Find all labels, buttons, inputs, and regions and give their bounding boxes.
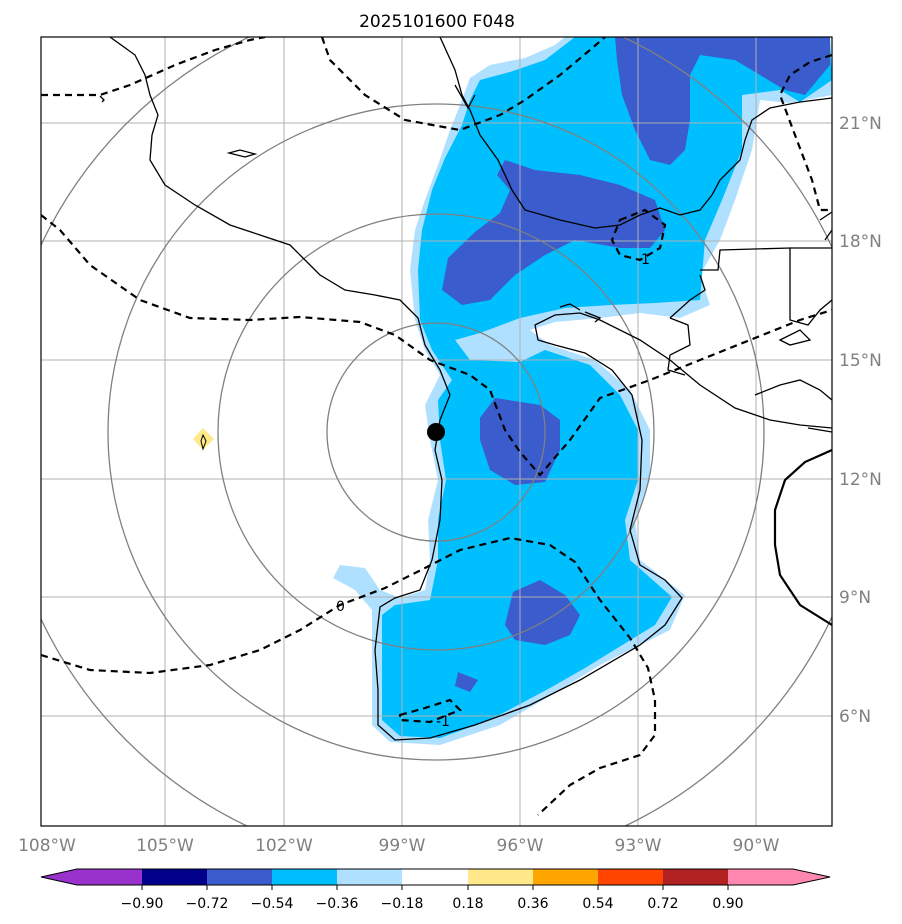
lon-tick-label: 90°W	[733, 836, 780, 856]
colorbar-segment	[272, 869, 338, 885]
colorbar-ticks	[141, 885, 729, 890]
colorbar-segment	[598, 869, 664, 885]
lake-outline	[773, 448, 832, 626]
contour-label-zero: 0	[336, 599, 345, 615]
shade-patch-bay	[442, 160, 665, 305]
colorbar-tick-label: −0.54	[251, 896, 294, 912]
colorbar-segment	[402, 869, 468, 885]
colorbar-tick-label: 0.72	[647, 896, 678, 912]
lat-tick-label: 21°N	[839, 114, 882, 134]
colorbar-segment	[337, 869, 403, 885]
colorbar-segment	[77, 869, 143, 885]
contour-positive-small	[200, 433, 207, 451]
center-marker	[427, 423, 445, 441]
colorbar-tick-label: −0.18	[381, 896, 424, 912]
colorbar: −0.90 −0.72 −0.54 −0.36 −0.18 0.18 0.36 …	[40, 868, 831, 912]
lat-tick-label: 6°N	[839, 707, 871, 727]
shade-patch-south	[505, 580, 580, 645]
shade-patch-small	[455, 672, 478, 692]
colorbar-segment	[468, 869, 534, 885]
colorbar-tick-label: 0.36	[517, 896, 548, 912]
lon-tick-label: 96°W	[497, 836, 544, 856]
lat-tick-label: 18°N	[839, 232, 882, 252]
lat-tick-label: 9°N	[839, 588, 871, 608]
colorbar-tick-label: −0.72	[186, 896, 229, 912]
colorbar-tick-label: 0.54	[582, 896, 613, 912]
colorbar-extend-low	[41, 869, 77, 885]
colorbar-segment	[663, 869, 729, 885]
colorbar-tick-label: −0.36	[316, 896, 359, 912]
lon-tick-label: 102°W	[255, 836, 313, 856]
colorbar-extend-high	[793, 869, 830, 885]
lat-tick-label: 12°N	[839, 470, 882, 490]
dashed-contours	[41, 37, 832, 816]
lon-tick-label: 108°W	[18, 836, 76, 856]
colorbar-tick-label: 0.90	[712, 896, 743, 912]
chart-title: 2025101600 F048	[359, 12, 515, 32]
contour-label-bay: -1	[636, 252, 650, 268]
shade-positive-diamond	[193, 428, 214, 450]
lon-tick-label: 93°W	[615, 836, 662, 856]
colorbar-segment	[728, 869, 794, 885]
shade-patch-north	[615, 37, 830, 165]
lon-tick-label: 105°W	[136, 836, 194, 856]
range-rings	[41, 37, 832, 826]
lat-tick-label: 15°N	[839, 351, 882, 371]
colorbar-segment	[207, 869, 273, 885]
colorbar-segment	[142, 869, 208, 885]
colorbar-outline	[40, 868, 831, 886]
colorbar-tick-label: −0.90	[121, 896, 164, 912]
shade-band-cyan	[382, 37, 832, 738]
lon-tick-label: 99°W	[379, 836, 426, 856]
coastlines	[99, 37, 832, 741]
map-frame	[40, 36, 833, 827]
colorbar-segment	[533, 869, 599, 885]
map-area: -1 0 -1	[41, 37, 832, 826]
contour-label-south: -1	[436, 714, 450, 730]
colorbar-tick-label: 0.18	[452, 896, 483, 912]
